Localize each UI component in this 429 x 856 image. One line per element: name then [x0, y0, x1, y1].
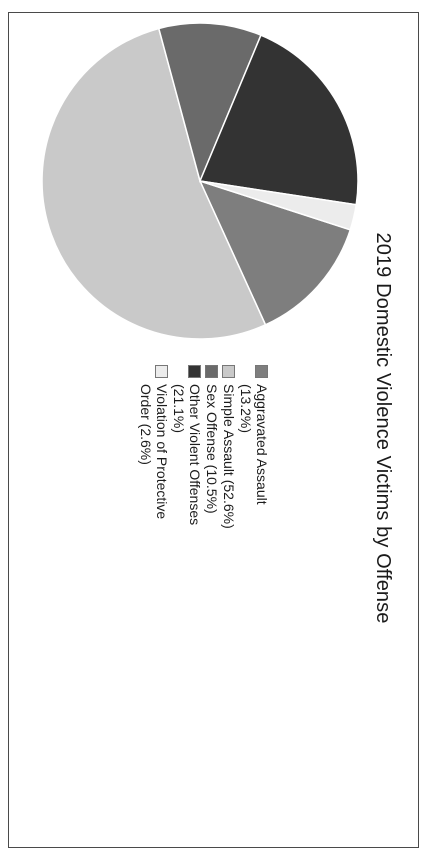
pie-slice-4	[198, 34, 359, 206]
legend-label: Other Violent Offenses (21.1%)	[171, 384, 203, 526]
pie-slice-2	[41, 27, 267, 340]
legend-label: Sex Offense (10.5%)	[204, 384, 220, 514]
legend-item: Sex Offense (10.5%)	[204, 365, 220, 536]
legend-swatch	[188, 365, 201, 378]
pie-slice-1	[198, 179, 352, 326]
chart-title: 2019 Domestic Violence Victims by Offens…	[372, 232, 394, 624]
legend-label: Violation of Protective Order (2.6%)	[138, 384, 170, 520]
chart-frame: 2019 Domestic Violence Victims by Offens…	[8, 12, 419, 848]
legend-item: Simple Assault (52.6%)	[221, 365, 237, 536]
pie-chart	[41, 22, 359, 340]
legend-swatch	[222, 365, 235, 378]
pie-slice-5	[199, 180, 358, 231]
rotated-chart: 2019 Domestic Violence Victims by Offens…	[9, 13, 420, 849]
pie-slice-3	[157, 22, 262, 184]
legend-swatch	[155, 365, 168, 378]
legend-item: Violation of Protective Order (2.6%)	[138, 365, 170, 536]
legend-label: Aggravated Assault (13.2%)	[238, 384, 270, 505]
legend-item: Other Violent Offenses (21.1%)	[171, 365, 203, 536]
legend-swatch	[205, 365, 218, 378]
legend-item: Aggravated Assault (13.2%)	[238, 365, 270, 536]
legend-swatch	[255, 365, 268, 378]
chart-legend: Aggravated Assault (13.2%) Simple Assaul…	[137, 365, 270, 536]
legend-label: Simple Assault (52.6%)	[221, 384, 237, 529]
